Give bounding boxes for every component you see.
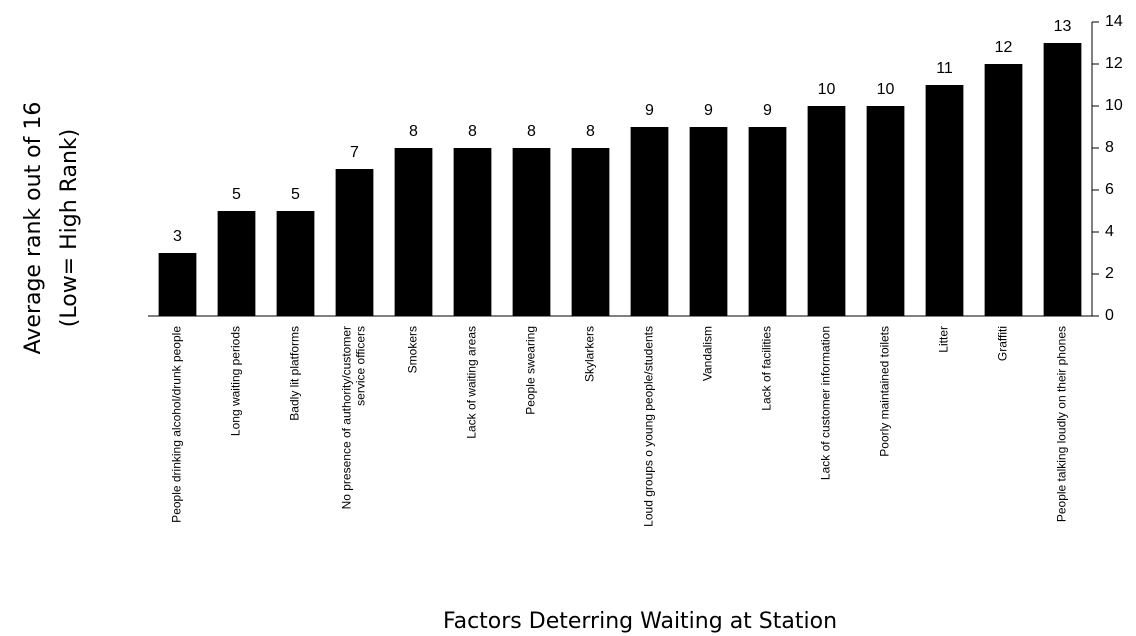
bar	[984, 64, 1023, 316]
x-tick-label: Poorly maintained toilets	[878, 326, 892, 457]
value-label: 13	[1054, 18, 1072, 35]
x-axis-title: Factors Deterring Waiting at Station	[443, 609, 837, 634]
bar	[571, 148, 610, 316]
value-label: 11	[936, 60, 953, 77]
y-tick-label: 10	[1105, 97, 1123, 114]
value-label: 10	[877, 81, 895, 98]
value-label: 8	[468, 123, 477, 140]
bar	[394, 148, 433, 316]
value-label: 5	[232, 186, 241, 203]
value-label: 10	[818, 81, 836, 98]
value-label: 5	[291, 186, 300, 203]
x-tick-label: Long waiting periods	[229, 326, 243, 436]
x-tick-label: People drinking alcohol/drunk people	[170, 326, 184, 523]
value-label: 9	[645, 102, 654, 119]
bar	[866, 106, 905, 316]
bar	[335, 169, 374, 316]
x-tick-label: People swearing	[524, 326, 538, 415]
x-tick-label: Badly lit platforms	[288, 326, 302, 421]
bar	[748, 127, 787, 316]
y-tick-label: 2	[1105, 265, 1114, 282]
x-tick-label: Smokers	[406, 326, 420, 373]
value-label: 9	[704, 102, 713, 119]
bar	[807, 106, 846, 316]
x-tick-label: People talking loudly on their phones	[1055, 326, 1069, 522]
bar	[217, 211, 256, 316]
value-label: 8	[586, 123, 595, 140]
bar	[689, 127, 728, 316]
x-tick-label: Skylarkers	[583, 326, 597, 382]
x-tick-label: Lack of facilities	[760, 326, 774, 411]
x-tick-label: Loud groups o young people/students	[642, 326, 656, 527]
value-label: 3	[173, 228, 182, 245]
x-tick-label: Litter	[937, 326, 951, 353]
y-axis-title: (Low= High Rank)	[57, 129, 82, 327]
x-tick-label: Lack of customer information	[819, 326, 833, 480]
value-label: 7	[350, 144, 359, 161]
bar	[630, 127, 669, 316]
bar	[276, 211, 315, 316]
x-tick-label: No presence of authority/customerservice…	[339, 326, 367, 509]
y-tick-label: 14	[1105, 13, 1123, 30]
bar	[158, 253, 197, 316]
y-tick-label: 6	[1105, 181, 1114, 198]
bar	[925, 85, 964, 316]
y-tick-label: 8	[1105, 139, 1114, 156]
value-label: 9	[763, 102, 772, 119]
bar	[1043, 43, 1082, 316]
x-tick-label: Lack of waiting areas	[465, 326, 479, 439]
value-label: 8	[409, 123, 418, 140]
value-label: 12	[995, 39, 1013, 56]
y-tick-label: 4	[1105, 223, 1114, 240]
value-label: 8	[527, 123, 536, 140]
y-tick-label: 12	[1105, 55, 1123, 72]
x-tick-label: Vandalism	[701, 326, 715, 381]
y-axis-title: Average rank out of 16	[21, 102, 46, 355]
bar	[512, 148, 551, 316]
bar	[453, 148, 492, 316]
x-tick-label: Graffiti	[996, 326, 1010, 361]
y-tick-label: 0	[1105, 307, 1114, 324]
